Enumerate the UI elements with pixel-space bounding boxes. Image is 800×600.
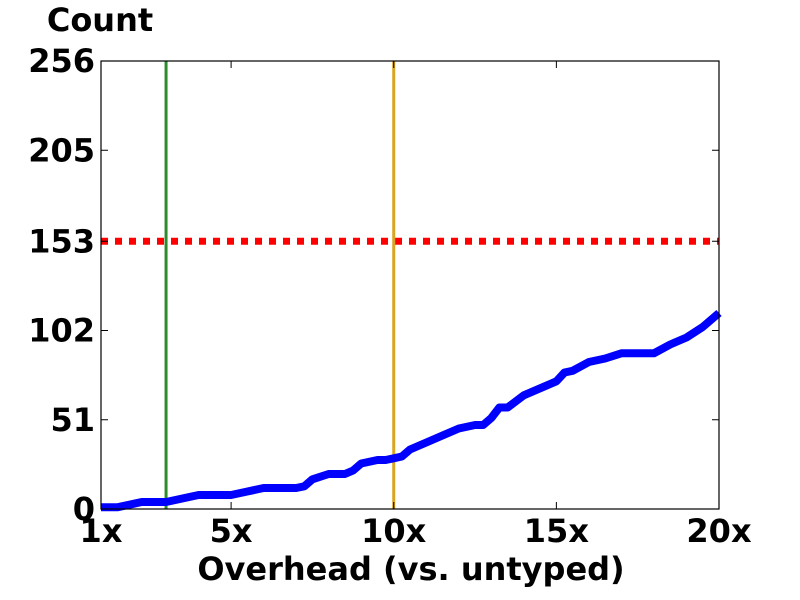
series-layer bbox=[101, 309, 722, 512]
y-tick-label: 153 bbox=[28, 222, 95, 260]
x-axis-title: Overhead (vs. untyped) bbox=[197, 550, 624, 588]
y-axis-title: Count bbox=[47, 1, 153, 39]
x-tick-label: 20x bbox=[686, 512, 752, 550]
y-tick-label: 102 bbox=[28, 312, 95, 350]
x-tick-label: 1x bbox=[80, 512, 123, 550]
x-tick-label: 5x bbox=[210, 512, 253, 550]
series-line-0 bbox=[101, 309, 722, 512]
ticks: 1x 5x 10x 15x 20x 0 51 102 153 205 256 bbox=[28, 42, 752, 550]
y-tick-label: 205 bbox=[28, 131, 95, 169]
x-tick-label: 10x bbox=[361, 512, 427, 550]
y-tick-label: 0 bbox=[73, 490, 95, 528]
reference-lines bbox=[101, 61, 719, 509]
x-tick-label: 15x bbox=[524, 512, 590, 550]
y-tick-label: 51 bbox=[50, 401, 95, 439]
y-tick-label: 256 bbox=[28, 42, 95, 80]
plot-frame bbox=[100, 60, 720, 510]
axes bbox=[100, 60, 720, 510]
